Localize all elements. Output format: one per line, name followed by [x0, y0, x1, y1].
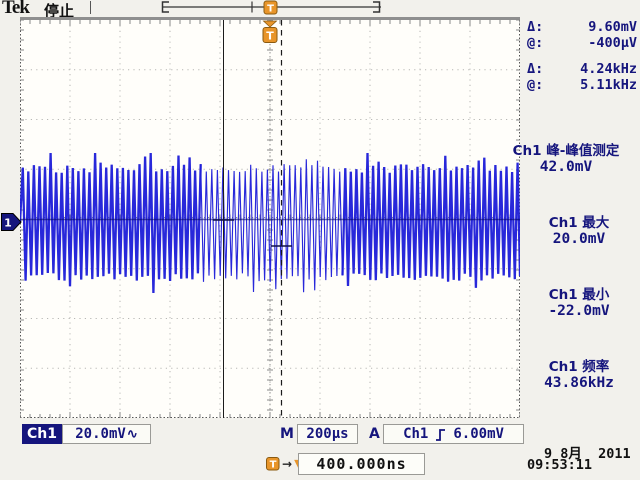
- screen-top-border: [20, 17, 520, 20]
- tek-logo: Tek: [2, 0, 30, 18]
- arrow-right-icon: →: [282, 457, 293, 471]
- scope-display: T: [20, 17, 520, 418]
- cursor-delta-f-value: 4.24kHz: [580, 61, 637, 77]
- cursor-readout-delta-f: Δ: 4.24kHz: [527, 61, 637, 77]
- trigger-position-icon-label: T: [267, 4, 274, 15]
- timebase-readout[interactable]: 200μs: [297, 424, 358, 444]
- channel1-badge[interactable]: Ch1: [22, 424, 62, 444]
- cursor-at-f-label: @:: [527, 77, 544, 93]
- cursor-readout-at-f: @: 5.11kHz: [527, 77, 637, 93]
- ch1-waveform-trace: [341, 152, 520, 288]
- trigger-level-value: 6.00mV: [453, 426, 504, 442]
- measurement-min-label: Ch1 最小: [548, 287, 610, 303]
- cursor-at-v-value: -400μV: [588, 35, 637, 51]
- date-readout: 9 8月 2011: [544, 446, 631, 462]
- rising-edge-icon: [436, 428, 446, 441]
- measurement-min: Ch1 最小 -22.0mV: [524, 283, 634, 319]
- acquisition-status: 停止: [44, 2, 75, 20]
- channel1-position-marker[interactable]: 1: [1, 213, 22, 231]
- cursor-at-v-label: @:: [527, 35, 544, 51]
- record-view-bracket: T: [161, 0, 381, 15]
- measurement-freq-label: Ch1 频率: [548, 359, 610, 375]
- cursor-at-f-value: 5.11kHz: [580, 77, 637, 93]
- trigger-point-flag-icon[interactable]: [262, 27, 278, 43]
- measurement-pk2pk-value: 42.0mV: [539, 159, 593, 175]
- bracket-right: [373, 1, 381, 13]
- trigger-mode-label: A: [369, 426, 380, 442]
- timebase-label: M: [280, 426, 294, 442]
- trigger-position-icon[interactable]: [263, 0, 278, 15]
- cursor-readout-at-v: @: -400μV: [527, 35, 637, 51]
- trigger-point-flag-label: T: [266, 30, 274, 43]
- ac-coupling-icon: ∿: [126, 426, 138, 442]
- channel1-scale-readout[interactable]: 20.0mV ∿: [62, 424, 151, 444]
- trigger-readout[interactable]: Ch1 6.00mV: [383, 424, 524, 444]
- measurement-pk2pk: Ch1 峰-峰值测定 42.0mV: [492, 139, 640, 175]
- measurement-max-label: Ch1 最大: [548, 215, 610, 231]
- channel1-marker-shape: [1, 213, 22, 231]
- trigger-source: Ch1: [403, 426, 429, 442]
- svg-text:T: T: [270, 460, 277, 471]
- time-readout: 09:53:11: [527, 457, 593, 473]
- cursor-delta-v-value: 9.60mV: [588, 19, 637, 35]
- measurement-max-value: 20.0mV: [552, 231, 606, 247]
- measurement-pk2pk-label: Ch1 峰-峰值测定: [512, 143, 620, 159]
- cursor-delta-v-label: Δ:: [527, 19, 544, 35]
- horizontal-position-value: 400.000ns: [316, 455, 407, 473]
- timebase-value: 200μs: [306, 426, 349, 442]
- measurement-freq: Ch1 频率 43.86kHz: [524, 355, 634, 391]
- topbar-divider: [90, 1, 91, 14]
- measurement-max: Ch1 最大 20.0mV: [524, 211, 634, 247]
- cursor-delta-f-label: Δ:: [527, 61, 544, 77]
- measurement-freq-value: 43.86kHz: [544, 375, 614, 391]
- horizontal-position-readout[interactable]: 400.000ns: [298, 453, 425, 475]
- channel1-scale-value: 20.0mV: [75, 426, 126, 442]
- channel1-marker-label: 1: [4, 217, 12, 230]
- trigger-marker-icon: T: [266, 457, 280, 471]
- measurement-min-value: -22.0mV: [548, 303, 610, 319]
- trigger-point-arrow-icon[interactable]: [262, 20, 278, 28]
- cursor-readout-delta-v: Δ: 9.60mV: [527, 19, 637, 35]
